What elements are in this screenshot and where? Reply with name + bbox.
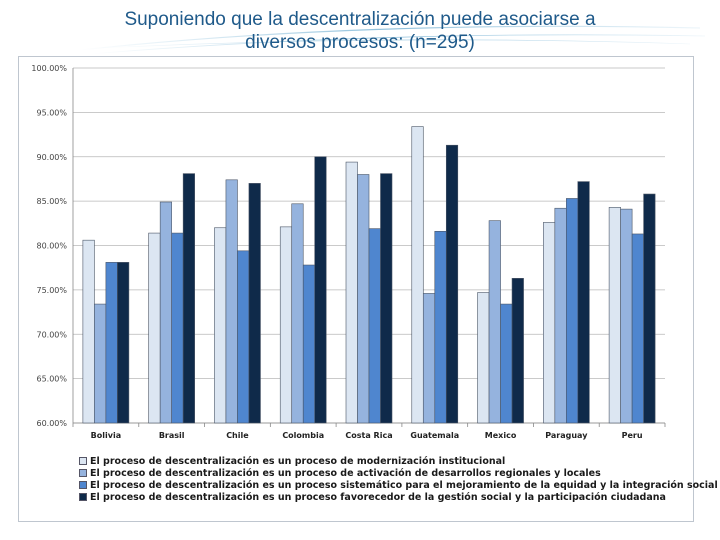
y-tick-label: 80.00%	[36, 242, 67, 251]
bar-bolivia-series-2	[94, 303, 107, 424]
legend-swatch	[79, 481, 87, 489]
y-tick-label: 75.00%	[36, 286, 67, 295]
y-tick-label: 60.00%	[36, 419, 67, 428]
x-category-label: Costa Rica	[345, 431, 392, 440]
bar-peru-series-1	[608, 207, 621, 424]
x-category-label: Brasil	[159, 431, 185, 440]
bar-brasil-series-2	[159, 201, 172, 424]
bar-peru-series-4	[643, 193, 656, 424]
bar-guatemala-series-4	[445, 144, 459, 424]
bar-guatemala-series-3	[434, 231, 447, 424]
legend-label: El proceso de descentralización es un pr…	[90, 491, 666, 503]
bar-brasil-series-1	[148, 232, 161, 424]
bar-chart: 100.00% 95.00% 90.00% 85.00% 80.00% 75.00% 70.…	[31, 64, 666, 440]
bar-mexico-series-1	[477, 292, 490, 424]
legend-swatch	[79, 493, 87, 501]
bar-paraguay-series-4	[577, 181, 590, 424]
bar-chile-series-2	[225, 179, 238, 424]
bar-mexico-series-2	[488, 220, 501, 424]
legend-item: El proceso de descentralización es un pr…	[79, 455, 679, 467]
legend-label: El proceso de descentralización es un pr…	[90, 467, 601, 479]
bar-chile-series-1	[214, 227, 227, 424]
x-category-label: Mexico	[485, 431, 517, 440]
bar-paraguay-series-2	[554, 207, 567, 424]
x-category-label: Colombia	[282, 431, 324, 440]
legend-swatch	[79, 457, 87, 465]
legend-label: El proceso de descentralización es un pr…	[90, 479, 718, 491]
legend-label: El proceso de descentralización es un pr…	[90, 455, 506, 467]
slide-title: Suponiendo que la descentralización pued…	[40, 8, 680, 54]
bar-bolivia-series-1	[82, 239, 95, 424]
bar-costa-rica-series-3	[368, 228, 381, 424]
bar-chile-series-3	[237, 250, 250, 424]
chart-legend: El proceso de descentralización es un pr…	[79, 455, 718, 503]
title-swoosh-3	[99, 39, 691, 49]
bar-costa-rica-series-4	[380, 173, 393, 424]
bar-bolivia-series-4	[117, 262, 130, 424]
y-tick-label: 100.00%	[31, 64, 67, 73]
title-swoosh-1	[79, 25, 701, 51]
bar-paraguay-series-1	[543, 222, 556, 424]
legend-item: El proceso de descentralización es un pr…	[79, 467, 679, 479]
y-tick-label: 95.00%	[36, 108, 67, 117]
bar-mexico-series-4	[511, 278, 524, 424]
bar-guatemala-series-2	[422, 293, 436, 424]
title-swoosh-2	[89, 34, 706, 55]
slide-title-line-1: Suponiendo que la descentralización pued…	[124, 9, 596, 30]
bar-guatemala-series-1	[411, 126, 424, 424]
bar-brasil-series-4	[182, 173, 195, 424]
bar-colombia-series-2	[291, 203, 304, 424]
slide-title-line-2: diversos procesos: (n=295)	[245, 32, 475, 53]
bar-colombia-series-1	[279, 226, 293, 424]
legend-item: El proceso de descentralización es un pr…	[79, 479, 718, 491]
chart-frame: 100.00% 95.00% 90.00% 85.00% 80.00% 75.00% 70.…	[18, 56, 718, 522]
bar-peru-series-3	[631, 233, 644, 424]
bar-peru-series-2	[620, 208, 633, 424]
x-category-label: Paraguay	[545, 431, 588, 440]
y-tick-label: 65.00%	[36, 375, 67, 384]
x-category-label: Bolivia	[91, 431, 121, 440]
bar-paraguay-series-3	[566, 198, 579, 424]
bar-colombia-series-4	[314, 156, 327, 424]
x-category-label: Chile	[226, 431, 249, 440]
bar-colombia-series-3	[302, 264, 316, 424]
legend-swatch	[79, 469, 87, 477]
legend-item: El proceso de descentralización es un pr…	[79, 491, 679, 503]
bar-brasil-series-3	[171, 232, 184, 424]
bar-costa-rica-series-1	[345, 161, 358, 424]
y-tick-label: 85.00%	[36, 197, 67, 206]
x-category-label: Guatemala	[410, 431, 459, 440]
y-tick-label: 70.00%	[36, 330, 67, 339]
bar-bolivia-series-3	[105, 262, 118, 424]
bar-chile-series-4	[248, 183, 261, 424]
x-category-label: Peru	[622, 431, 643, 440]
bar-costa-rica-series-2	[357, 174, 370, 424]
y-tick-label: 90.00%	[36, 153, 67, 162]
bar-mexico-series-3	[500, 303, 513, 424]
